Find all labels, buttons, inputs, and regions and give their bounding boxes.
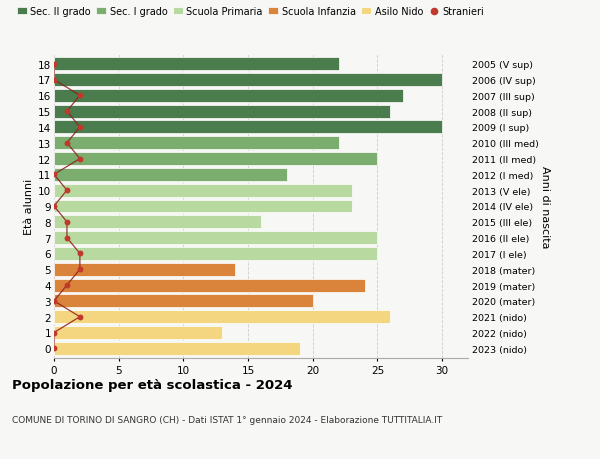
Bar [54, 216, 261, 229]
Point [75, 313, 85, 321]
Point [49, 203, 59, 210]
Bar [54, 200, 352, 213]
Point [49, 61, 59, 68]
Bar [54, 90, 403, 102]
Point [75, 124, 85, 131]
Point [62, 187, 72, 195]
Bar [54, 153, 377, 166]
Point [49, 329, 59, 336]
Legend: Sec. II grado, Sec. I grado, Scuola Primaria, Scuola Infanzia, Asilo Nido, Stran: Sec. II grado, Sec. I grado, Scuola Prim… [17, 7, 484, 17]
Bar [54, 121, 442, 134]
Bar [54, 279, 365, 292]
Point [75, 156, 85, 163]
Point [75, 92, 85, 100]
Bar [54, 106, 391, 118]
Point [62, 282, 72, 289]
Bar [54, 232, 377, 245]
Bar [54, 247, 377, 260]
Point [49, 297, 59, 305]
Text: Popolazione per età scolastica - 2024: Popolazione per età scolastica - 2024 [12, 379, 293, 392]
Point [62, 235, 72, 242]
Point [49, 171, 59, 179]
Bar [54, 326, 222, 339]
Bar [54, 342, 300, 355]
Point [49, 77, 59, 84]
Y-axis label: Anni di nascita: Anni di nascita [540, 165, 550, 248]
Bar [54, 74, 442, 87]
Point [62, 108, 72, 116]
Y-axis label: Età alunni: Età alunni [24, 179, 34, 235]
Point [62, 218, 72, 226]
Point [75, 266, 85, 273]
Bar [54, 137, 338, 150]
Bar [54, 168, 287, 181]
Bar [54, 311, 391, 324]
Bar [54, 295, 313, 308]
Point [62, 140, 72, 147]
Text: COMUNE DI TORINO DI SANGRO (CH) - Dati ISTAT 1° gennaio 2024 - Elaborazione TUTT: COMUNE DI TORINO DI SANGRO (CH) - Dati I… [12, 415, 442, 425]
Bar [54, 263, 235, 276]
Point [75, 250, 85, 257]
Bar [54, 58, 338, 71]
Bar [54, 185, 352, 197]
Point [49, 345, 59, 352]
